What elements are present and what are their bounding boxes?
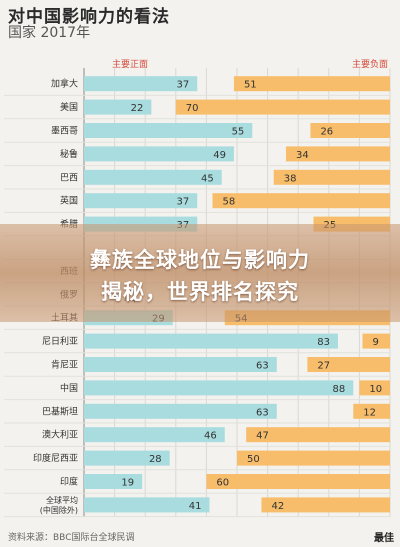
negative-bar <box>353 403 390 419</box>
positive-value-label: 63 <box>256 407 269 418</box>
chart-subtitle: 国家 2017年 <box>8 25 91 41</box>
category-label: 印度 <box>60 476 78 488</box>
category-label: 美国 <box>60 101 78 113</box>
chart-title: 对中国影响力的看法 <box>8 7 170 27</box>
category-label: 全球平均 <box>46 495 78 505</box>
positive-bar <box>84 403 277 419</box>
positive-value-label: 83 <box>317 337 330 348</box>
category-label: 墨西哥 <box>51 126 78 137</box>
positive-bar <box>84 123 253 138</box>
category-label: 巴西 <box>60 172 78 183</box>
positive-value-label: 45 <box>201 173 214 184</box>
negative-bar <box>285 146 390 162</box>
headline-line-2: 揭秘，世界排名探究 <box>101 280 299 304</box>
positive-bar <box>84 474 143 489</box>
category-label: (中国除外) <box>40 505 78 515</box>
positive-value-label: 37 <box>176 197 189 208</box>
positive-bar <box>84 357 277 372</box>
positive-value-label: 28 <box>149 454 162 465</box>
negative-bar <box>206 474 390 489</box>
negative-value-label: 9 <box>372 337 378 348</box>
positive-bar <box>84 99 152 115</box>
category-label: 肯尼亚 <box>51 359 78 371</box>
positive-bar <box>84 497 210 513</box>
positive-value-label: 22 <box>131 103 144 114</box>
negative-value-label: 38 <box>284 173 297 184</box>
positive-value-label: 49 <box>213 150 226 161</box>
positive-value-label: 19 <box>121 478 134 489</box>
negative-bar <box>233 76 390 92</box>
category-label: 秘鲁 <box>60 148 78 160</box>
negative-value-label: 70 <box>186 103 199 114</box>
positive-bar <box>84 169 222 185</box>
negative-value-label: 27 <box>317 361 330 372</box>
category-label: 英国 <box>60 195 78 207</box>
negative-bar <box>261 497 390 513</box>
negative-value-label: 42 <box>271 501 284 512</box>
headline-banner: 彝族全球地位与影响力 揭秘，世界排名探究 <box>0 224 400 322</box>
category-label: 巴基斯坦 <box>42 405 78 417</box>
positive-bar <box>84 380 354 396</box>
headline-line-1: 彝族全球地位与影响力 <box>90 248 310 272</box>
negative-bar <box>273 169 390 185</box>
negative-value-label: 47 <box>256 431 269 442</box>
source-note: 资料来源：BBC国际台全球民调 <box>8 533 135 543</box>
positive-bar <box>84 427 225 443</box>
positive-value-label: 55 <box>232 127 245 138</box>
category-label: 中国 <box>60 382 78 394</box>
positive-value-label: 63 <box>256 361 269 372</box>
negative-bar <box>212 193 390 209</box>
negative-value-label: 58 <box>223 197 236 208</box>
legend-positive: 主要正面 <box>112 60 149 70</box>
negative-bar <box>175 99 390 115</box>
negative-bar <box>359 380 390 396</box>
negative-bar <box>310 123 390 138</box>
category-label: 印度尼西亚 <box>33 452 78 464</box>
category-label: 尼日利亚 <box>42 335 78 347</box>
positive-bar <box>84 76 198 92</box>
positive-bar <box>84 450 170 466</box>
positive-value-label: 41 <box>189 501 202 512</box>
negative-value-label: 12 <box>363 407 376 418</box>
negative-bar <box>307 357 390 372</box>
negative-value-label: 26 <box>320 127 333 138</box>
negative-bar <box>246 427 390 443</box>
positive-bar <box>84 146 234 162</box>
category-label: 澳大利亚 <box>42 429 78 441</box>
positive-bar <box>84 193 198 209</box>
negative-value-label: 60 <box>216 478 229 489</box>
positive-value-label: 88 <box>333 384 346 395</box>
category-label: 加拿大 <box>51 78 78 90</box>
negative-value-label: 51 <box>244 80 257 91</box>
negative-value-label: 34 <box>296 150 309 161</box>
positive-bar <box>84 333 338 349</box>
negative-bar <box>362 333 390 349</box>
positive-value-label: 37 <box>176 80 189 91</box>
negative-value-label: 50 <box>247 454 260 465</box>
positive-value-label: 46 <box>204 431 217 442</box>
watermark: 最佳 <box>374 533 394 544</box>
negative-value-label: 10 <box>369 384 382 395</box>
negative-bar <box>237 450 390 466</box>
legend-negative: 主要负面 <box>352 60 389 70</box>
